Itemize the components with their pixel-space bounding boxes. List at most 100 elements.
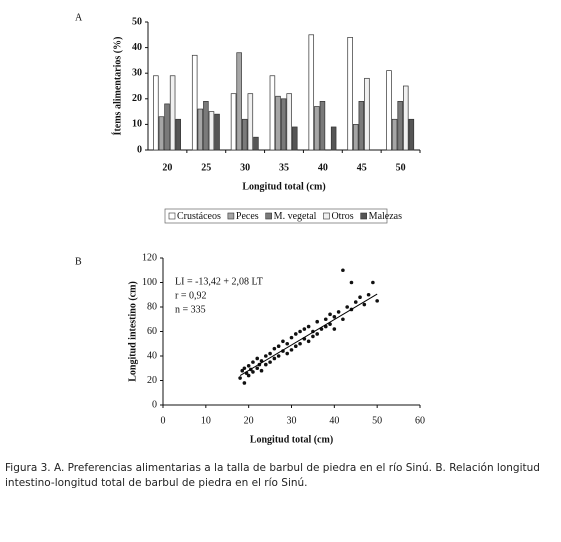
point bbox=[345, 305, 349, 309]
point bbox=[285, 341, 290, 346]
x-tick-label: 35 bbox=[279, 162, 289, 173]
point bbox=[251, 370, 255, 374]
bar bbox=[164, 103, 170, 151]
y-axis-label: Ítems alimentarios (%) bbox=[111, 37, 123, 136]
point bbox=[306, 339, 311, 344]
point bbox=[323, 317, 328, 322]
y-axis-label: Longitud intestino (cm) bbox=[127, 281, 138, 382]
point bbox=[341, 268, 345, 273]
bar bbox=[247, 93, 254, 151]
point bbox=[298, 341, 302, 346]
bar bbox=[197, 108, 204, 151]
panel-label: A bbox=[75, 12, 83, 23]
charts: A 0 10 20 30 40 50 Ítems alimentarios (%) 20 25 30… bbox=[75, 12, 425, 445]
bar bbox=[208, 111, 215, 151]
point bbox=[358, 295, 362, 300]
point bbox=[240, 368, 245, 373]
legend-swatch bbox=[227, 212, 235, 220]
point bbox=[371, 280, 375, 285]
point bbox=[242, 366, 247, 371]
bar bbox=[280, 98, 287, 151]
legend-swatch bbox=[323, 212, 330, 220]
point bbox=[293, 332, 298, 336]
caption: Figura 3. A. Preferencias alimentarias a… bbox=[5, 462, 540, 489]
point bbox=[328, 312, 332, 317]
y-tick-label: 30 bbox=[132, 67, 142, 78]
legend-label: M. vegetal bbox=[274, 211, 317, 222]
y-tick-label: 0 bbox=[152, 399, 157, 410]
panel-label: B bbox=[75, 256, 82, 267]
point bbox=[255, 366, 260, 371]
bar bbox=[364, 77, 370, 151]
point bbox=[264, 354, 268, 358]
annotation: LI = -13,42 + 2,08 LT bbox=[175, 276, 263, 287]
legend-label: Malezas bbox=[369, 211, 402, 222]
point bbox=[293, 344, 298, 349]
fit-line bbox=[239, 293, 378, 377]
bar bbox=[292, 126, 298, 151]
point bbox=[251, 360, 255, 364]
bar bbox=[308, 34, 315, 151]
y-tick-label: 20 bbox=[132, 93, 142, 104]
y-tick-label: 80 bbox=[147, 301, 157, 312]
point bbox=[276, 354, 281, 358]
point bbox=[272, 356, 277, 361]
y-tick-label: 100 bbox=[142, 277, 157, 288]
bar bbox=[397, 101, 403, 151]
bar bbox=[241, 118, 248, 151]
bar bbox=[403, 85, 409, 151]
bar bbox=[408, 118, 415, 151]
x-tick-label: 40 bbox=[329, 415, 339, 426]
point bbox=[306, 324, 311, 329]
y-tick-label: 20 bbox=[147, 375, 157, 386]
bar bbox=[269, 75, 276, 151]
x-tick-label: 40 bbox=[318, 162, 328, 173]
bar bbox=[286, 93, 292, 151]
x-axis-label: Longitud total (cm) bbox=[250, 434, 333, 445]
bar bbox=[236, 52, 242, 151]
y-tick-label: 120 bbox=[142, 252, 157, 263]
bar bbox=[169, 75, 176, 151]
x-tick-label: 0 bbox=[161, 415, 166, 426]
legend-swatch bbox=[265, 212, 272, 220]
y-tick-label: 0 bbox=[137, 144, 142, 155]
x-tick-label: 25 bbox=[201, 162, 211, 173]
x-tick-label: 50 bbox=[372, 415, 382, 426]
x-tick-label: 20 bbox=[162, 162, 172, 173]
bar bbox=[391, 118, 398, 151]
bar bbox=[153, 75, 159, 151]
x-tick-label: 45 bbox=[357, 162, 367, 173]
point bbox=[276, 344, 281, 349]
y-tick-label: 10 bbox=[132, 119, 142, 130]
x-tick-label: 30 bbox=[287, 415, 297, 426]
bar bbox=[230, 93, 237, 151]
point bbox=[328, 322, 332, 326]
point bbox=[298, 329, 302, 334]
bar bbox=[330, 126, 337, 151]
point bbox=[341, 317, 345, 322]
point bbox=[285, 351, 290, 356]
bar bbox=[253, 136, 259, 151]
point bbox=[268, 360, 272, 364]
point bbox=[315, 332, 320, 336]
point bbox=[272, 346, 277, 351]
bar bbox=[347, 37, 353, 151]
bar bbox=[275, 95, 281, 151]
point bbox=[362, 302, 367, 307]
point bbox=[315, 319, 320, 324]
x-tick-label: 60 bbox=[415, 415, 425, 426]
point bbox=[264, 362, 268, 367]
y-tick-label: 60 bbox=[147, 326, 157, 337]
point bbox=[259, 368, 264, 373]
bar bbox=[175, 118, 181, 151]
point bbox=[311, 334, 315, 339]
point bbox=[281, 339, 285, 344]
point bbox=[366, 292, 371, 297]
bar bbox=[158, 116, 165, 151]
x-axis-label: Longitud total (cm) bbox=[242, 181, 325, 192]
point bbox=[242, 381, 247, 385]
point bbox=[238, 376, 242, 380]
x-tick-label: 10 bbox=[201, 415, 211, 426]
legend-box bbox=[164, 208, 388, 224]
